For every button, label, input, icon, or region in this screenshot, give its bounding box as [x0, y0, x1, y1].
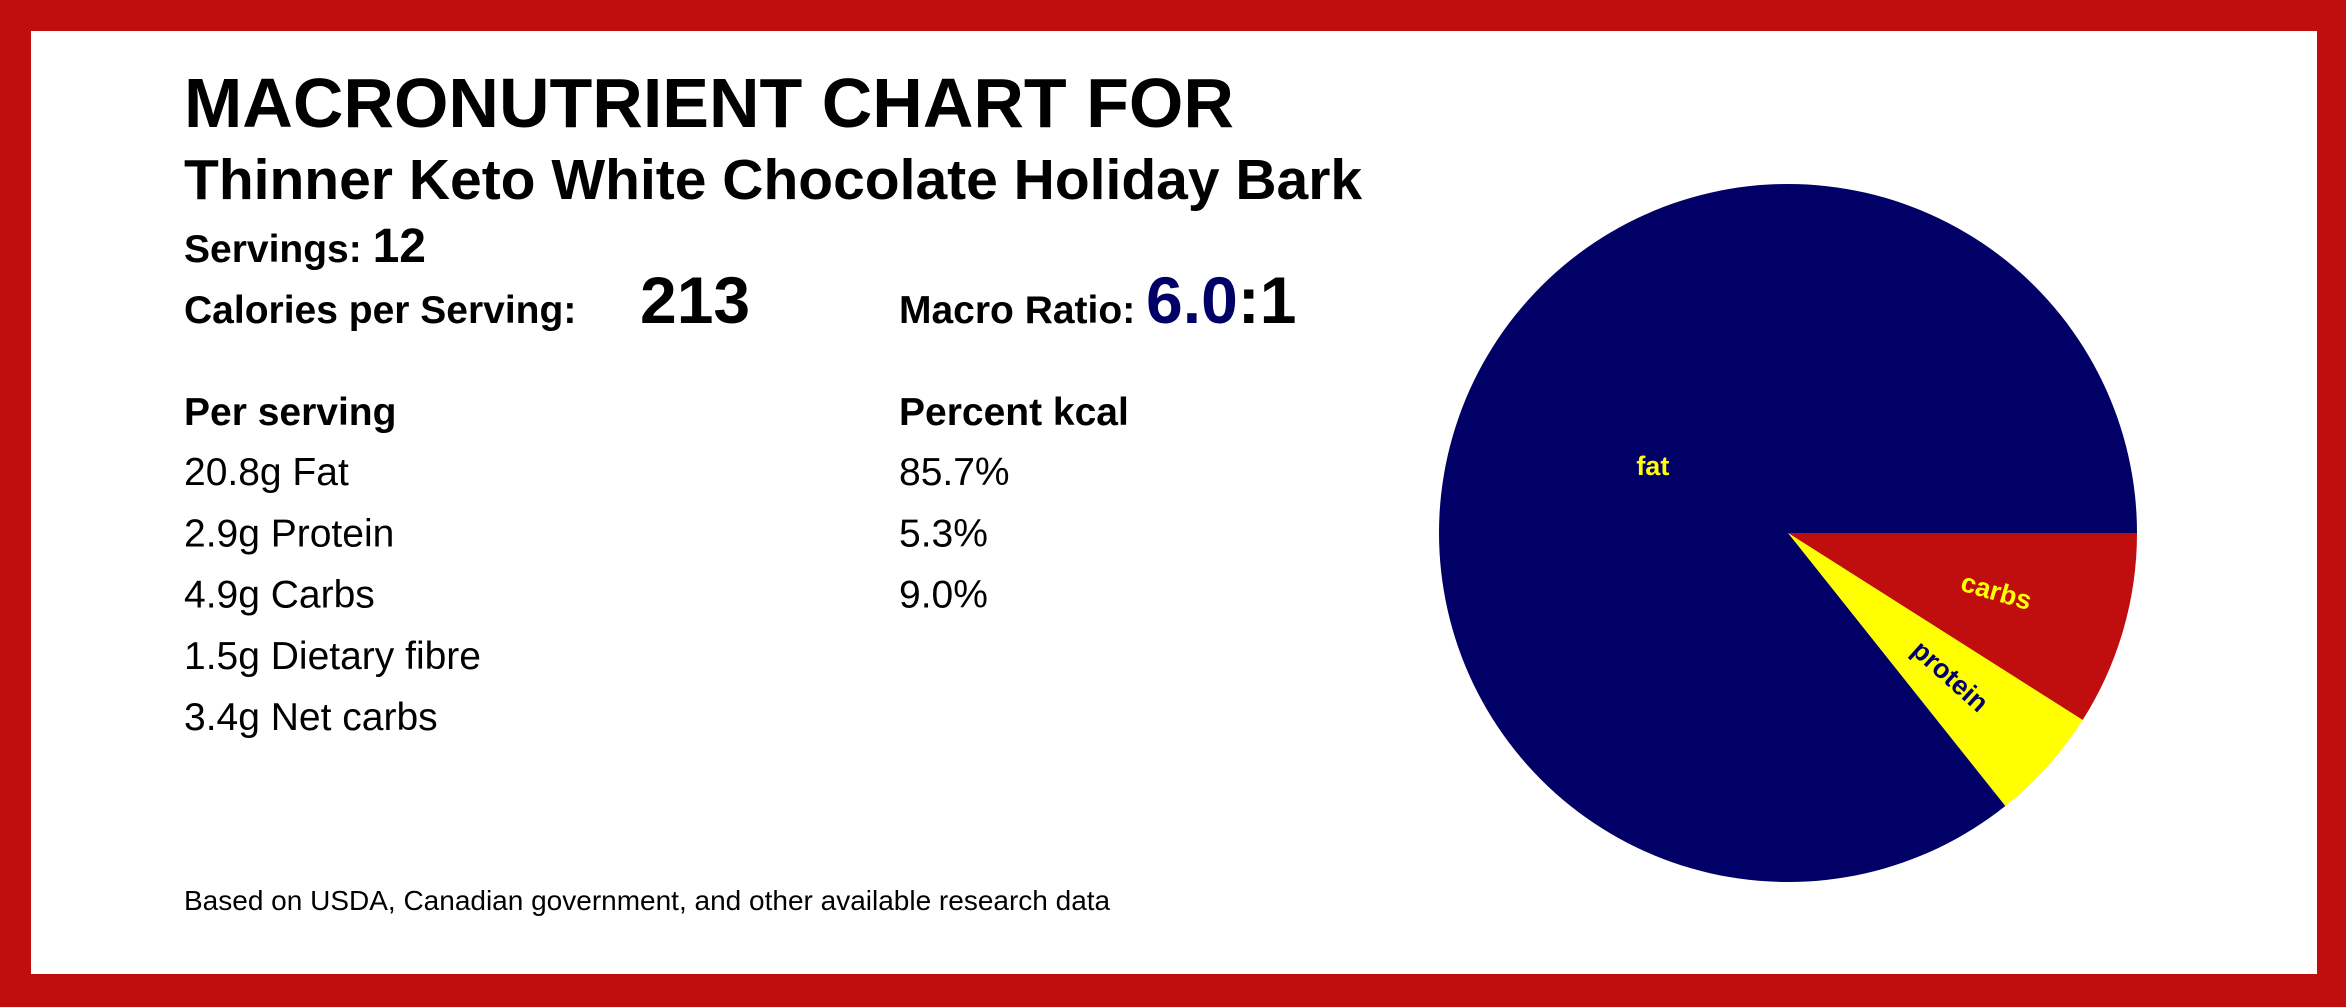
- servings-label: Servings:: [184, 228, 362, 271]
- ratio: Macro Ratio: 6.0:1: [899, 263, 1296, 337]
- table-header: Per serving: [184, 391, 396, 434]
- ratio-suffix: :1: [1238, 263, 1297, 337]
- slice-label: fat: [1636, 451, 1669, 481]
- table-rows: 20.8g Fat 2.9g Protein 4.9g Carbs 1.5g Diet…: [184, 451, 1010, 739]
- per-serving-cell: 4.9g Carbs: [184, 574, 375, 617]
- subtitle: Thinner Keto White Chocolate Holiday Bar…: [184, 148, 1362, 212]
- pie-slice: [1788, 533, 2137, 721]
- calories-value: 213: [640, 263, 750, 337]
- per-serving-cell: 20.8g Fat: [184, 451, 349, 494]
- percent-cell: 5.3%: [899, 512, 988, 555]
- servings-value: 12: [373, 220, 426, 273]
- title: MACRONUTRIENT CHART FOR: [184, 64, 1234, 142]
- ratio-value: 6.0: [1146, 263, 1238, 337]
- servings: Servings: 12: [184, 220, 426, 273]
- pie-slice: [1788, 533, 2083, 807]
- calories-label: Calories per Serving:: [184, 289, 576, 332]
- pie-slice: [1439, 183, 2137, 882]
- percent-cell: 85.7%: [899, 451, 1010, 494]
- footer: Based on USDA, Canadian government, and …: [184, 885, 1111, 916]
- percent-cell: 9.0%: [899, 574, 988, 617]
- per-serving-cell: 2.9g Protein: [184, 512, 394, 555]
- ratio-label: Macro Ratio:: [899, 289, 1135, 332]
- table-header: Percent kcal: [899, 391, 1129, 434]
- per-serving-cell: 1.5g Dietary fibre: [184, 635, 481, 678]
- per-serving-cell: 3.4g Net carbs: [184, 696, 438, 739]
